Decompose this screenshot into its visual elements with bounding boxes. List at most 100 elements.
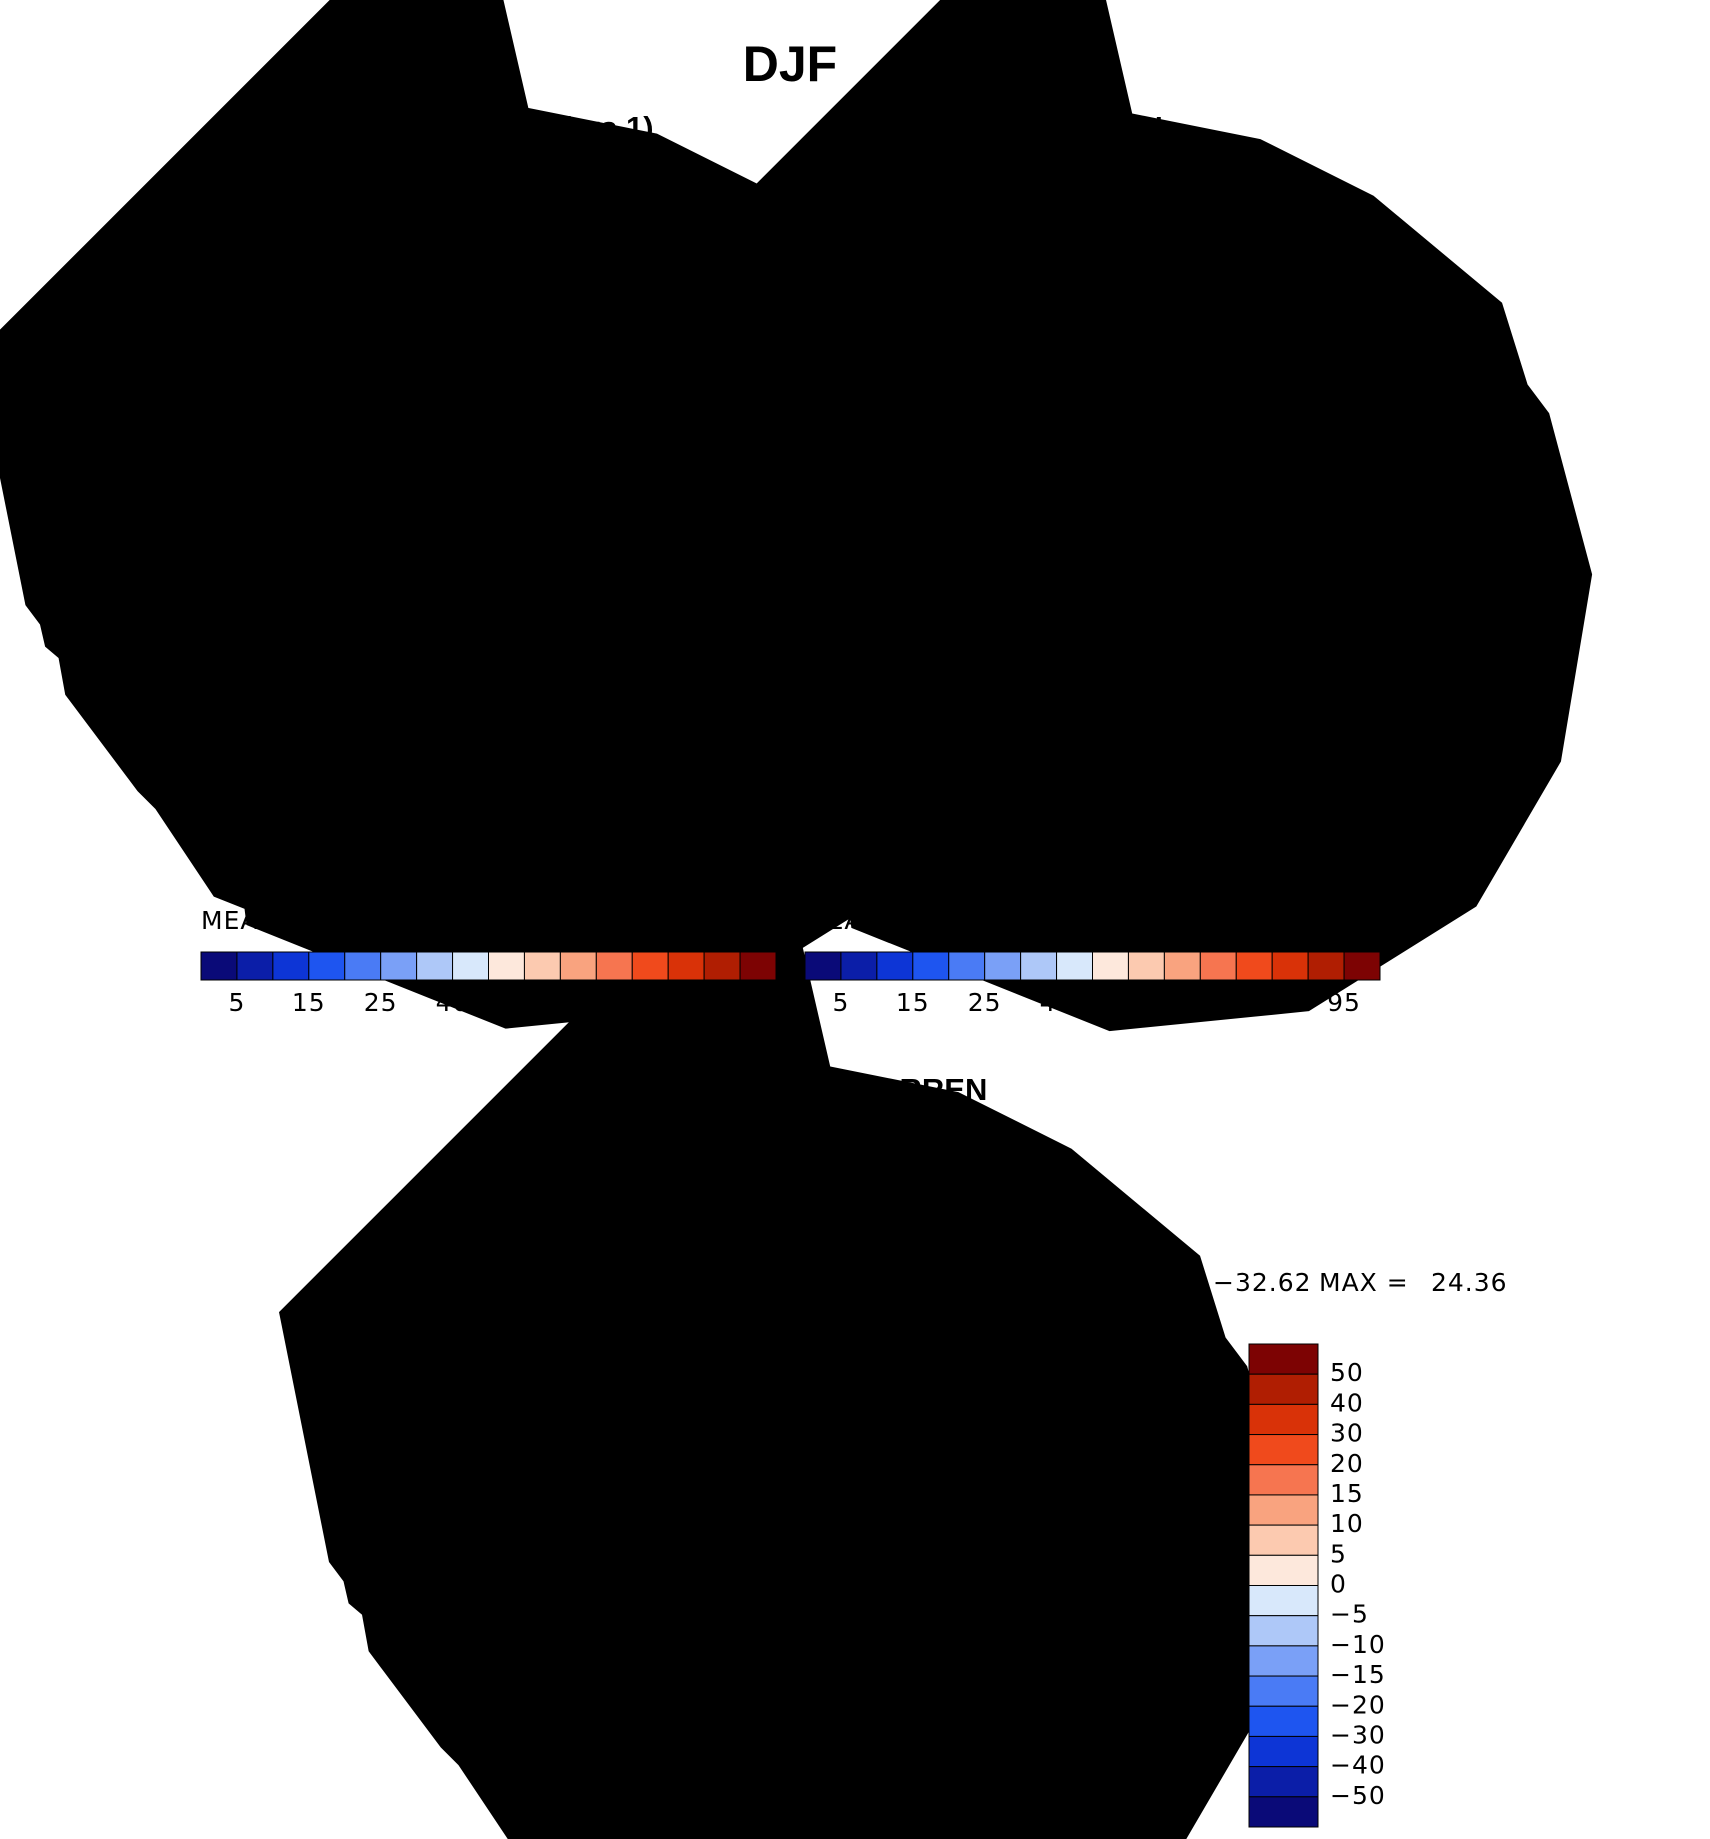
units-label: percent xyxy=(971,1162,1089,1196)
colorbar-box xyxy=(1163,951,1201,981)
colorbar-label: −20 xyxy=(1330,1690,1386,1719)
colorbar-box xyxy=(1056,951,1093,981)
colorbar-label: 75 xyxy=(1183,988,1217,1017)
colorbar-box xyxy=(1092,951,1129,981)
variable-label: Total cloud xyxy=(797,207,963,241)
colorbar-box xyxy=(1248,1585,1319,1617)
colorbar-box xyxy=(452,951,489,981)
stat-value: 99.30 xyxy=(702,906,779,935)
stat-label: MIN = xyxy=(1120,1268,1202,1297)
colorbar-label: 60 xyxy=(508,988,542,1017)
figure-title: DJF xyxy=(743,36,837,92)
panel-title: cam5.5_control (yrs 1) xyxy=(324,110,653,145)
colorbar-box xyxy=(1199,951,1237,981)
colorbar-box xyxy=(1020,951,1058,981)
colorbar-box xyxy=(1248,1554,1319,1586)
colorbar-box xyxy=(1248,1645,1319,1677)
colorbar-label: −15 xyxy=(1330,1660,1386,1689)
units-label: percent xyxy=(668,200,786,234)
colorbar-label: 95 xyxy=(1327,988,1361,1017)
colorbar-box xyxy=(739,951,777,981)
stat-label: MEAN= xyxy=(201,906,300,935)
colorbar-box xyxy=(1307,951,1345,981)
colorbar-box xyxy=(840,951,878,981)
colorbar-label: −10 xyxy=(1330,1630,1386,1659)
colorbar-box xyxy=(272,951,310,981)
colorbar-box xyxy=(559,951,597,981)
colorbar-box xyxy=(876,951,914,981)
colorbar-box xyxy=(948,951,986,981)
difference-title: cam5.5_control - WARREN xyxy=(595,1072,988,1107)
stat-value: 40.60 xyxy=(1110,906,1187,935)
colorbar-label: 10 xyxy=(1330,1509,1364,1538)
colorbar-label: 40 xyxy=(1040,988,1074,1017)
colorbar-label: 75 xyxy=(579,988,613,1017)
colorbar-box xyxy=(344,951,382,981)
colorbar-box xyxy=(1248,1464,1319,1496)
stat-label: MAX = xyxy=(1319,1268,1409,1297)
stat-value: 97.32 xyxy=(1306,906,1383,935)
colorbar-label: 15 xyxy=(896,988,930,1017)
colorbar-box xyxy=(1248,1735,1319,1768)
stat-label: Min= xyxy=(1020,906,1089,935)
colorbar-label: 95 xyxy=(723,988,757,1017)
stat-label: MEAN= xyxy=(805,906,904,935)
colorbar-label: −5 xyxy=(1330,1600,1369,1629)
colorbar-box xyxy=(1248,1403,1319,1436)
colorbar-label: 0 xyxy=(1330,1570,1347,1599)
panel-title: WARREN xyxy=(1025,110,1163,145)
colorbar-box xyxy=(1248,1705,1319,1737)
colorbar-label: 85 xyxy=(1255,988,1289,1017)
colorbar-box xyxy=(416,951,454,981)
colorbar-label: 15 xyxy=(1330,1479,1364,1508)
colorbar-label: 20 xyxy=(1330,1449,1364,1478)
colorbar-label: 60 xyxy=(1112,988,1146,1017)
colorbar-box xyxy=(1343,951,1381,981)
colorbar-label: 25 xyxy=(968,988,1002,1017)
colorbar-box xyxy=(1235,951,1273,981)
colorbar-box xyxy=(1248,1766,1319,1798)
units-label: percent xyxy=(1272,200,1390,234)
stat-label: Max= xyxy=(1209,906,1286,935)
colorbar-box xyxy=(308,951,346,981)
stat-value: 24.36 xyxy=(1431,1268,1508,1297)
colorbar-box xyxy=(1248,1675,1319,1707)
colorbar-box xyxy=(488,951,525,981)
colorbar-box xyxy=(984,951,1022,981)
colorbar-box xyxy=(1248,1494,1319,1526)
colorbar-box xyxy=(1248,1343,1319,1375)
colorbar-label: 85 xyxy=(651,988,685,1017)
colorbar-label: 5 xyxy=(1330,1539,1347,1568)
colorbar-box xyxy=(1248,1796,1319,1828)
stat-value: 86.33 xyxy=(920,906,997,935)
colorbar-box xyxy=(1248,1434,1319,1466)
colorbar-box xyxy=(523,951,561,981)
colorbar-box xyxy=(631,951,669,981)
colorbar-label: 50 xyxy=(1330,1358,1364,1387)
colorbar-box xyxy=(1127,951,1165,981)
colorbar-label: −30 xyxy=(1330,1720,1386,1749)
colorbar-box xyxy=(1248,1524,1319,1556)
stat-value: 35.24 xyxy=(506,906,583,935)
colorbar-label: −50 xyxy=(1330,1781,1386,1810)
stat-value: −32.62 xyxy=(1213,1268,1312,1297)
colorbar-box xyxy=(380,951,418,981)
colorbar-label: −40 xyxy=(1330,1751,1386,1780)
colorbar-box xyxy=(200,951,238,981)
stat-label: Min= xyxy=(416,906,485,935)
colorbar-box xyxy=(912,951,950,981)
colorbar-box xyxy=(1248,1615,1319,1647)
colorbar-label: 40 xyxy=(1330,1388,1364,1417)
stat-value: 81.18 xyxy=(316,906,393,935)
colorbar-label: 40 xyxy=(436,988,470,1017)
variable-label: Total cloud xyxy=(192,207,358,241)
colorbar-label: 30 xyxy=(1330,1419,1364,1448)
colorbar-label: 25 xyxy=(364,988,398,1017)
colorbar-box xyxy=(667,951,705,981)
colorbar-box xyxy=(703,951,741,981)
colorbar-box xyxy=(1248,1373,1319,1405)
colorbar-label: 5 xyxy=(832,988,849,1017)
colorbar-box xyxy=(595,951,633,981)
colorbar-box xyxy=(1271,951,1309,981)
